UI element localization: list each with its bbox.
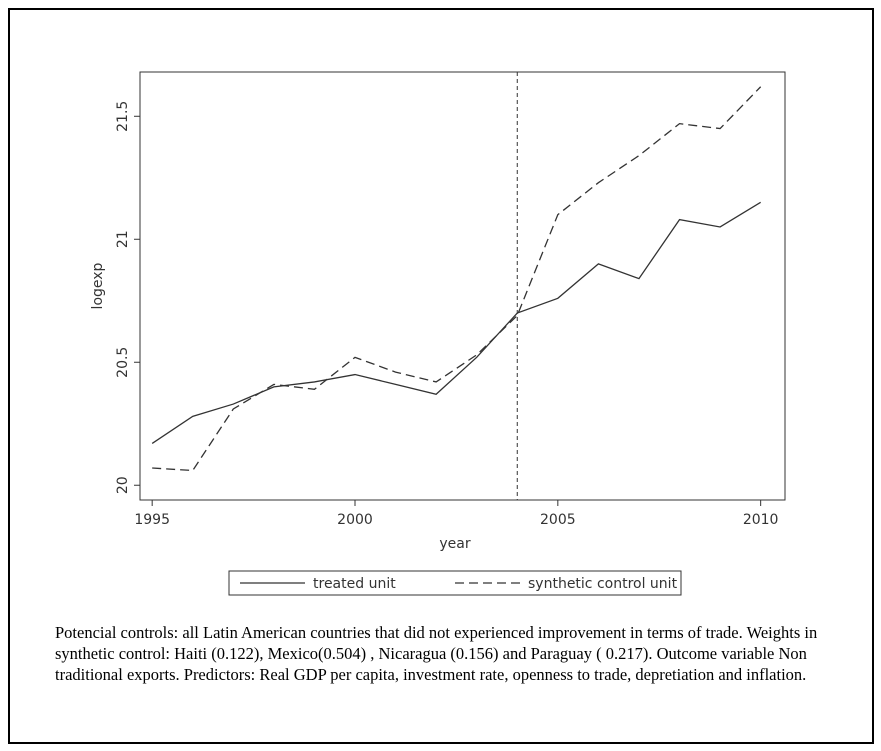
caption: Potencial controls: all Latin American c… <box>55 623 818 684</box>
x-tick-label: 2005 <box>540 512 576 528</box>
y-tick-label: 21.5 <box>115 101 131 132</box>
x-tick-label: 2010 <box>743 512 779 528</box>
y-tick-label: 20.5 <box>115 347 131 378</box>
y-axis-label: logexp <box>90 262 106 309</box>
chart: year logexp 20 20.5 21 21.5 1995 2000 2005 2010… <box>90 71 786 596</box>
legend-label: treated unit <box>313 576 396 592</box>
legend-label: synthetic control unit <box>528 576 678 592</box>
y-tick-label: 20 <box>115 476 131 494</box>
figure-frame <box>8 8 874 744</box>
x-axis-label: year <box>439 536 470 552</box>
y-tick-label: 21 <box>115 230 131 248</box>
series-line <box>151 201 761 444</box>
series-line <box>152 86 762 472</box>
plot-area <box>139 71 786 501</box>
x-tick-label: 2000 <box>337 512 373 528</box>
x-tick-label: 1995 <box>134 512 170 528</box>
